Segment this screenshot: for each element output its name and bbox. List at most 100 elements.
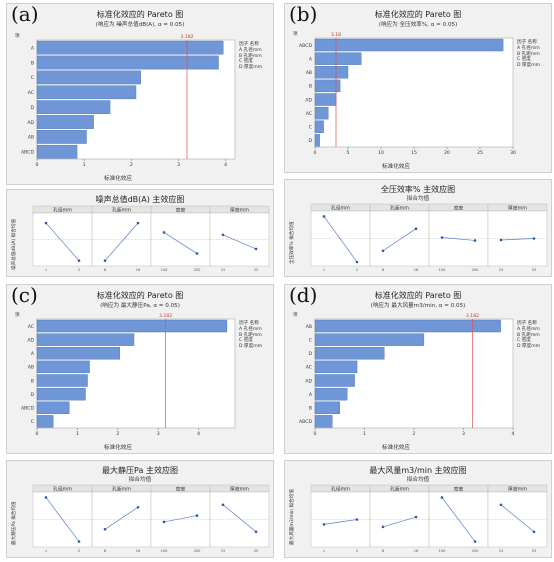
level-label: 2 [78, 549, 80, 553]
term-label: ABCD [21, 406, 34, 412]
effect-point [221, 233, 225, 237]
level-label: 25 [532, 549, 537, 553]
facet-label: 孔径mm [53, 485, 72, 492]
level-label: 1 [45, 549, 47, 553]
facet-plot [209, 491, 270, 548]
effect-point [322, 523, 326, 526]
term-label: AC [28, 324, 34, 330]
legend-entry: D 厚度mm [239, 64, 263, 70]
pareto-title-b: 标准化效应的 Pareto 图 [374, 10, 462, 19]
facet-plot [369, 210, 430, 267]
x-tick-label: 1 [76, 431, 79, 437]
level-label: 2 [356, 549, 358, 553]
pareto-panel-d: (d) 标准化效应的 Pareto 图 (响应为 最大风量m3/min, α =… [284, 283, 552, 454]
term-label: D [308, 351, 312, 357]
pareto-bar [36, 100, 111, 114]
x-tick-label: 5 [347, 150, 350, 156]
pareto-title-d: 标准化效应的 Pareto 图 [374, 291, 462, 300]
effect-line [323, 216, 358, 263]
level-label: 2 [356, 268, 358, 272]
level-label: 200 [472, 549, 480, 553]
level-label: 2 [78, 268, 80, 272]
facet-plot [150, 212, 211, 267]
term-label: D [30, 392, 34, 398]
legend-entry: A 孔径mm [517, 46, 540, 52]
pareto-legend-d: 因子 名称 A 孔径mm B 孔距mm C 密度 D 厚度mm [517, 321, 540, 349]
term-label: ABCD [299, 43, 312, 49]
term-label: AB [28, 365, 34, 371]
pareto-bar [314, 360, 358, 374]
term-header: 项 [293, 312, 298, 318]
facet-label: 厚度mm [508, 204, 527, 211]
effect-line [104, 222, 139, 261]
term-label: A [31, 45, 35, 51]
pareto-xlabel-a: 标准化效应 [104, 176, 132, 182]
main-effects-chart-c: 孔径mm 1 2 孔距mm 8 16 密度 100 200 厚度mm 15 25 [32, 484, 270, 553]
facet-label: 孔径mm [331, 485, 350, 492]
pareto-bar [36, 347, 121, 360]
pareto-subtitle-d: (响应为 最大风量m3/min, α = 0.05) [370, 303, 466, 309]
pareto-chart-c: 项 AC AD A AB B D ABCD C 3.182 0 1 2 3 4 [15, 312, 236, 437]
term-label: A [309, 392, 313, 398]
effect-line [441, 237, 476, 241]
effect-point [414, 515, 418, 519]
term-label: D [308, 138, 312, 144]
pareto-title-c: 标准化效应的 Pareto 图 [96, 291, 184, 300]
effect-point [381, 525, 385, 529]
effect-line [163, 515, 198, 523]
level-label: 100 [439, 268, 447, 272]
legend-entry: A 孔径mm [517, 327, 540, 333]
pareto-bar [36, 374, 88, 387]
level-label: 8 [382, 268, 385, 272]
level-label: 1 [323, 268, 325, 272]
pareto-panel-b: (b) 标准化效应的 Pareto 图 (响应为 全压效率%, α = 0.05… [284, 2, 552, 173]
term-label: C [31, 75, 34, 81]
x-tick-label: 25 [477, 150, 483, 156]
legend-entry: D 厚度mm [517, 62, 541, 68]
panel-letter-d: (d) [289, 283, 318, 307]
pareto-subtitle-c: (响应为 最大静压Pa, α = 0.05) [100, 303, 180, 309]
term-header: 项 [293, 31, 298, 37]
legend-header-name: 名称 [249, 42, 259, 47]
effect-line [500, 504, 535, 533]
legend-entry: B 孔距mm [517, 332, 540, 338]
x-tick-label: 0 [36, 431, 39, 437]
level-label: 8 [382, 549, 385, 553]
pareto-bar [314, 79, 341, 93]
pareto-legend-c: 因子 名称 A 孔径mm B 孔距mm C 密度 D 厚度mm [239, 321, 262, 349]
x-tick-label: 3 [177, 162, 180, 168]
main-effects-chart-b: 孔径mm 1 2 孔距mm 8 16 密度 100 200 厚度mm 15 25 [310, 203, 548, 272]
pareto-panel-c: (c) 标准化效应的 Pareto 图 (响应为 最大静压Pa, α = 0.0… [6, 283, 274, 454]
effect-line [45, 497, 80, 542]
term-label: A [31, 351, 35, 357]
facet-label: 孔距mm [390, 204, 409, 211]
pareto-legend-a: 因子 名称 A 孔径mm B 孔距mm C 密度 D 厚度mm [239, 42, 262, 70]
legend-entry: B 孔距mm [517, 51, 540, 57]
facet-plot [310, 491, 371, 548]
main-effects-panel-b: 全压效率% 主效应图 拟合均值 全压效率% 拟合均值 孔径mm 1 2 孔距mm 8 16… [284, 179, 552, 277]
effect-point [103, 528, 107, 531]
facet-plot [369, 491, 430, 548]
facet-label: 厚度mm [230, 206, 249, 213]
pareto-bar [314, 106, 329, 120]
term-label: C [309, 337, 312, 343]
term-label: AB [28, 135, 34, 141]
effect-point [136, 505, 140, 509]
facet-label: 孔距mm [112, 485, 131, 492]
term-label: B [31, 60, 34, 66]
term-label: ABCD [299, 419, 312, 425]
x-tick-label: 0 [36, 162, 39, 168]
x-tick-label: 1 [363, 431, 366, 437]
effect-point [195, 252, 199, 255]
pareto-bar [36, 360, 90, 374]
level-label: 1 [45, 268, 47, 272]
facet-plot [91, 212, 152, 267]
pareto-xlabel-d: 标准化效应 [382, 445, 410, 451]
level-label: 15 [221, 268, 226, 272]
effect-line [104, 506, 139, 530]
effect-line [45, 222, 80, 261]
facet-label: 密度 [454, 485, 464, 492]
pareto-bar [36, 319, 228, 333]
main-effects-panel-c: 最大静压Pa 主效应图 拟合均值 最大静压Pa 拟合均值 孔径mm 1 2 孔距mm 8… [6, 460, 274, 558]
